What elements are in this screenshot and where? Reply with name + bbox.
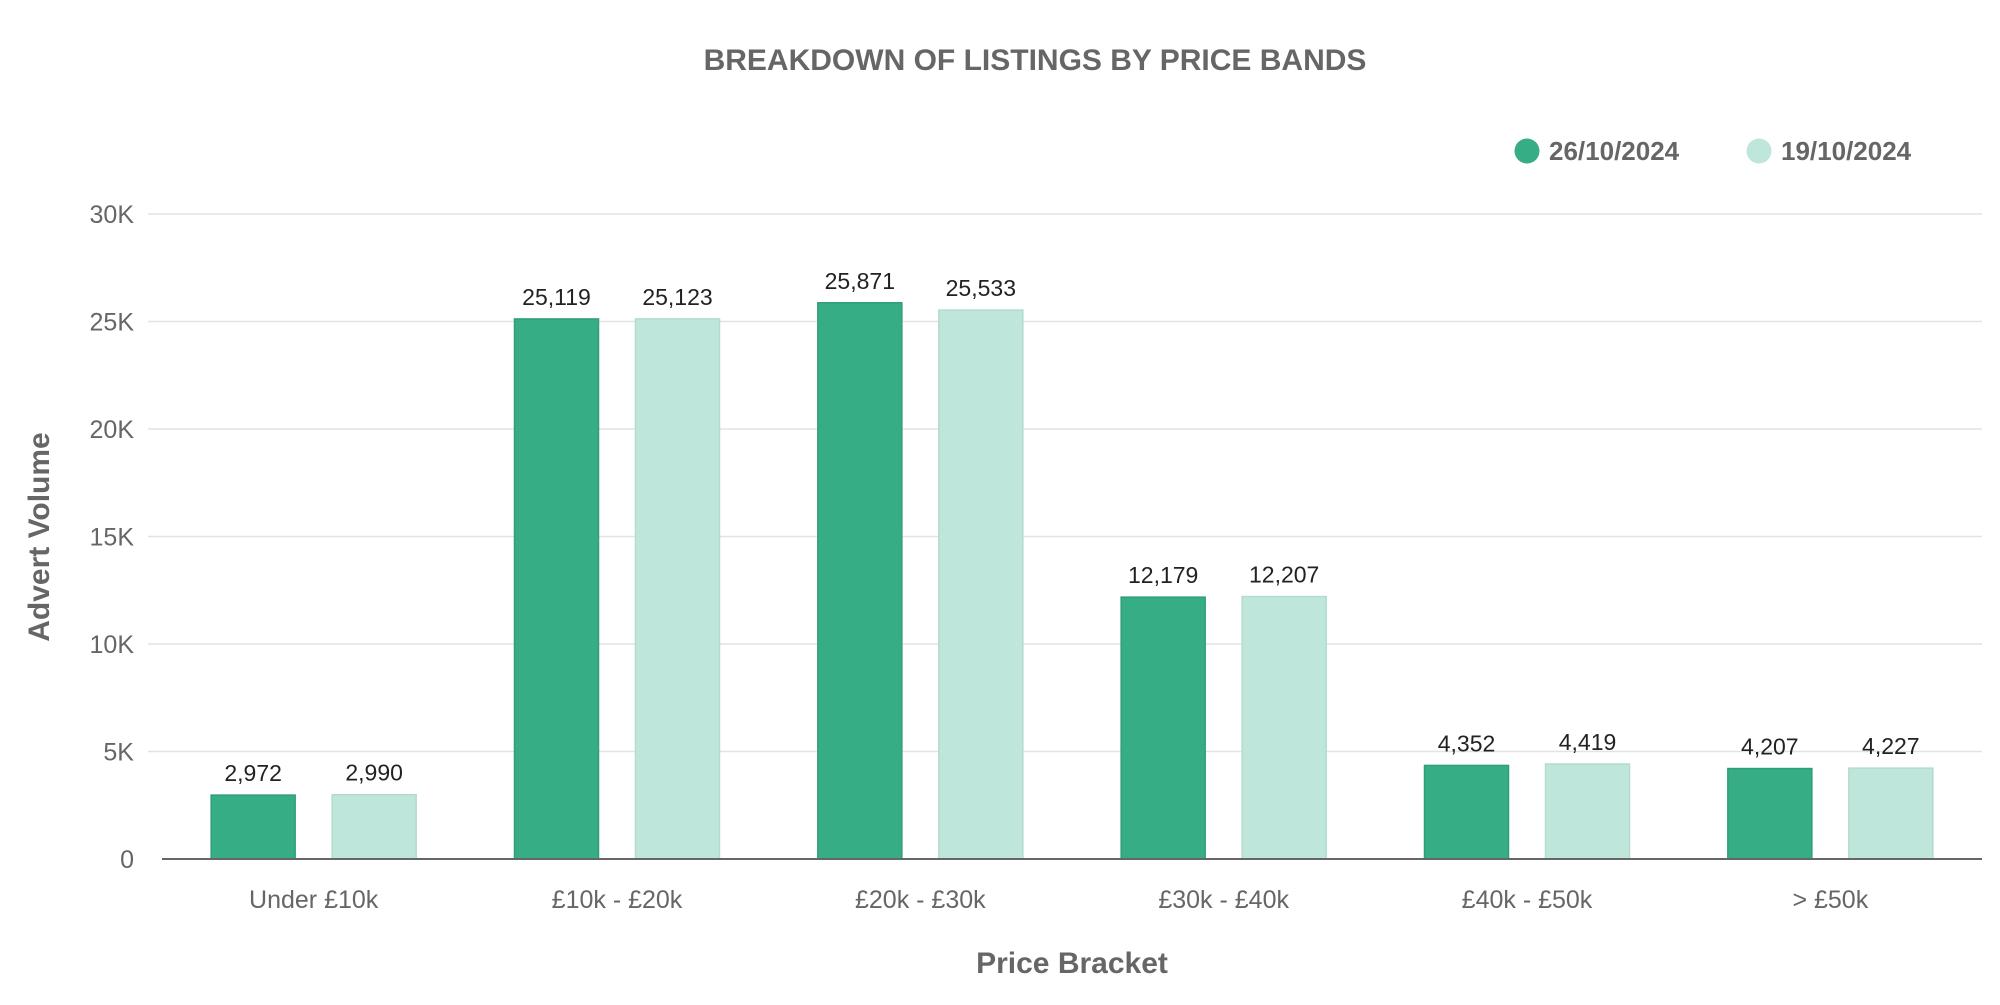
data-label: 4,352 [1438, 730, 1496, 756]
data-label: 2,972 [224, 760, 282, 786]
chart-title: BREAKDOWN OF LISTINGS BY PRICE BANDS [704, 44, 1367, 77]
bar-series-1 [513, 318, 600, 860]
x-tick-label: £20k - £30k [855, 886, 986, 914]
data-label: 12,179 [1128, 562, 1198, 588]
data-label: 25,871 [825, 268, 895, 294]
bar-series-1 [210, 794, 296, 860]
legend: 26/10/2024 19/10/2024 [1514, 136, 1912, 166]
x-tick-label: £40k - £50k [1462, 886, 1593, 914]
legend-label: 19/10/2024 [1781, 136, 1912, 166]
y-tick-label: 5K [103, 739, 134, 767]
bar-series-2 [331, 793, 417, 860]
y-tick-label: 30K [90, 201, 135, 229]
data-labels: 2,972 2,990 25,119 25,123 25,871 25,533 12,179… [224, 268, 1919, 786]
y-tick-label: 20K [90, 416, 135, 444]
data-label: 4,207 [1741, 734, 1799, 760]
axes: 0 5K 10K 15K 20K 25K 30K Under £10k £10k - £20k £… [90, 201, 1982, 914]
y-tick-label: 10K [90, 631, 135, 659]
data-label: 25,123 [642, 284, 712, 310]
x-tick-label: Under £10k [249, 886, 379, 914]
data-label: 4,419 [1559, 729, 1617, 755]
y-tick-label: 0 [120, 846, 134, 874]
x-tick-label: £10k - £20k [552, 886, 683, 914]
bar-series-2 [1241, 595, 1327, 860]
data-label: 4,227 [1862, 733, 1920, 759]
data-label: 25,533 [946, 275, 1016, 301]
grid-lines [148, 213, 1982, 753]
bar-series-1 [1423, 764, 1510, 860]
legend-label: 26/10/2024 [1549, 136, 1680, 166]
bar-series-1 [1727, 767, 1813, 860]
bar-series-2 [1544, 763, 1631, 860]
data-label: 2,990 [345, 760, 403, 786]
x-axis-title: Price Bracket [976, 947, 1168, 980]
legend-marker [1746, 138, 1772, 164]
bar-series-2 [938, 309, 1024, 860]
y-tick-label: 15K [90, 524, 135, 552]
y-axis-title: Advert Volume [23, 432, 56, 642]
data-label: 12,207 [1249, 562, 1319, 588]
bar-series-2 [634, 318, 721, 860]
data-label: 25,119 [522, 284, 591, 310]
y-tick-label: 25K [90, 309, 135, 337]
bar-series-2 [1848, 767, 1934, 860]
x-tick-label: £30k - £40k [1158, 886, 1289, 914]
bar-series-1 [1120, 596, 1206, 860]
x-tick-label: > £50k [1792, 886, 1868, 914]
bars [210, 302, 1934, 860]
bar-series-1 [817, 302, 903, 860]
legend-marker [1514, 138, 1540, 164]
